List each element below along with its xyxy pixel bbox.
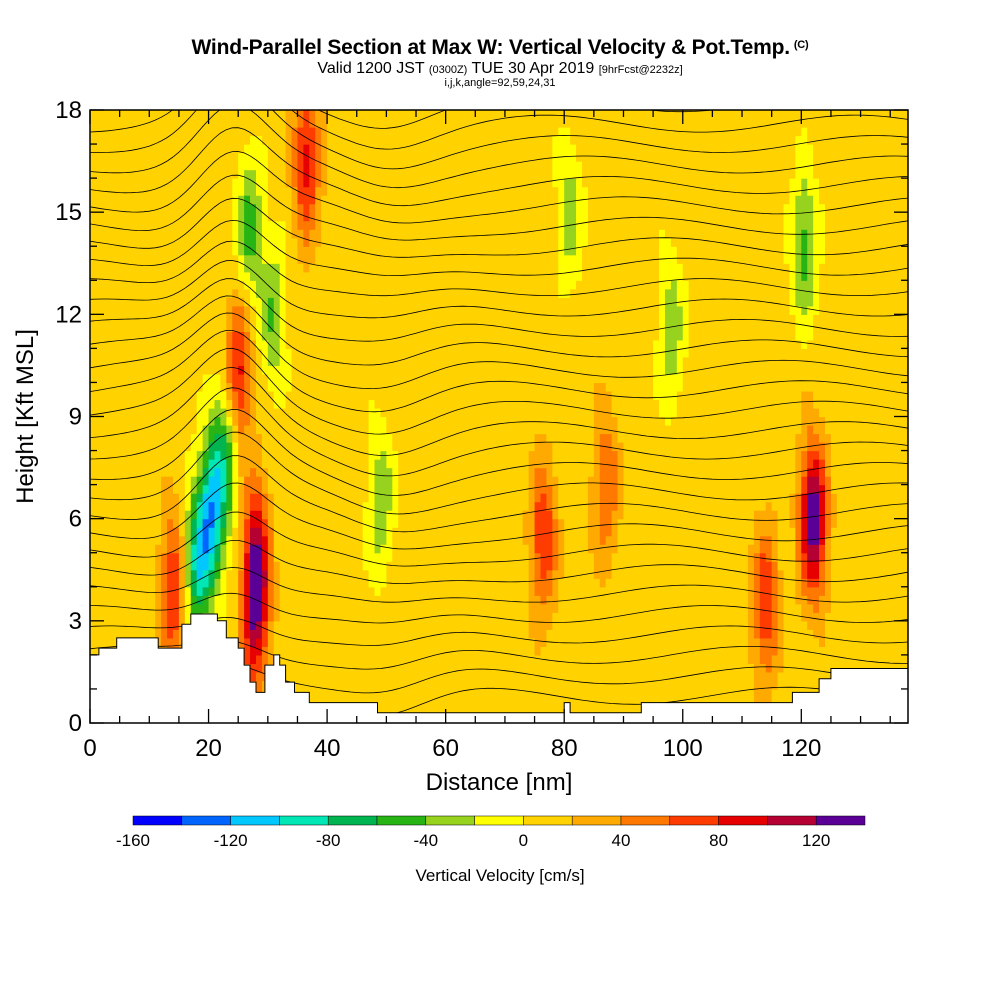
chart-title: Wind-Parallel Section at Max W: Vertical… <box>191 36 809 59</box>
colorbar-tick-label: -80 <box>316 831 341 850</box>
colorbar-swatch <box>620 815 671 826</box>
colorbar-label: Vertical Velocity [cm/s] <box>415 866 584 885</box>
y-axis-label: Height [Kft MSL] <box>12 329 39 504</box>
colorbar-swatch <box>669 815 719 826</box>
y-tick-label: 6 <box>69 506 82 533</box>
chart-indices: i,j,k,angle=92,59,24,31 <box>444 77 556 89</box>
colorbar-swatch <box>279 815 329 826</box>
colorbar-swatch <box>425 815 475 826</box>
colorbar-tick-label: 80 <box>709 831 728 850</box>
colorbar-tick-label: 120 <box>802 831 830 850</box>
x-tick-label: 0 <box>83 735 96 762</box>
copyright-mark: (C) <box>793 39 809 51</box>
y-tick-label: 0 <box>69 710 82 737</box>
x-tick-label: 80 <box>551 735 578 762</box>
colorbar-swatch <box>815 815 866 826</box>
x-tick-label: 60 <box>432 735 459 762</box>
colorbar-swatch <box>230 815 280 826</box>
x-tick-label: 120 <box>781 735 821 762</box>
x-tick-label: 40 <box>314 735 341 762</box>
isentrope-contours <box>90 110 908 717</box>
x-tick-label: 20 <box>195 735 222 762</box>
colorbar-tick-label: 0 <box>519 831 528 850</box>
x-axis-label: Distance [nm] <box>426 769 573 796</box>
x-tick-label: 100 <box>663 735 703 762</box>
terrain-mask <box>89 613 909 724</box>
colorbar-swatch <box>376 815 427 826</box>
colorbar-swatch <box>132 815 183 826</box>
chart-valid-time: Valid 1200 JST (0300Z) TUE 30 Apr 2019 [… <box>317 60 683 77</box>
colorbar-tick-label: 40 <box>612 831 631 850</box>
colorbar-tick-label: -120 <box>214 831 248 850</box>
y-tick-label: 9 <box>69 404 82 431</box>
colorbar-swatch <box>181 815 231 826</box>
colorbar-swatch <box>327 815 378 826</box>
y-tick-label: 3 <box>69 608 82 635</box>
colorbar-swatch <box>474 815 524 826</box>
colorbar-tick-label: -40 <box>414 831 439 850</box>
colorbar-swatch <box>571 815 622 826</box>
y-tick-label: 15 <box>55 199 82 226</box>
y-tick-label: 18 <box>55 97 82 124</box>
y-tick-label: 12 <box>55 301 82 328</box>
colorbar-swatch <box>718 815 768 826</box>
colorbar-swatch <box>767 815 817 826</box>
colorbar-swatch <box>523 815 573 826</box>
colorbar-tick-label: -160 <box>116 831 150 850</box>
